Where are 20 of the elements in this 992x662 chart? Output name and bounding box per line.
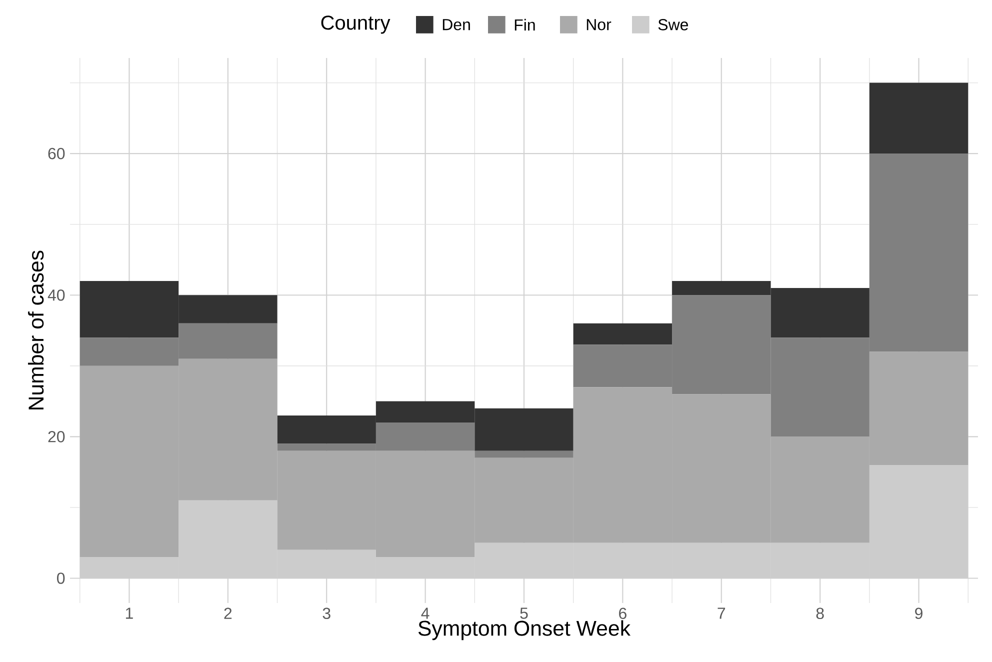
y-tick-label: 40 bbox=[48, 289, 65, 301]
x-axis-title: Symptom Onset Week bbox=[418, 620, 631, 640]
x-tick-label: 3 bbox=[322, 608, 330, 620]
x-tick-label: 2 bbox=[224, 608, 232, 619]
x-tick-label: 1 bbox=[126, 608, 133, 619]
y-tick-label: 20 bbox=[48, 431, 65, 442]
legend-label: Swe bbox=[658, 19, 688, 30]
x-tick-label: 6 bbox=[619, 608, 626, 620]
y-tick-label: 60 bbox=[48, 148, 65, 160]
x-tick-label: 7 bbox=[718, 608, 726, 619]
x-tick-label: 5 bbox=[520, 608, 528, 619]
y-axis-title: Number of cases bbox=[28, 250, 44, 410]
legend-label: Den bbox=[442, 19, 470, 30]
legend-title: Country bbox=[321, 16, 390, 34]
y-tick-label: 0 bbox=[57, 572, 65, 584]
legend-label: Nor bbox=[586, 19, 612, 30]
legend-label: Fin bbox=[514, 18, 535, 30]
x-tick-label: 4 bbox=[421, 608, 430, 619]
x-tick-label: 8 bbox=[816, 608, 824, 620]
x-tick-label: 9 bbox=[915, 608, 922, 620]
